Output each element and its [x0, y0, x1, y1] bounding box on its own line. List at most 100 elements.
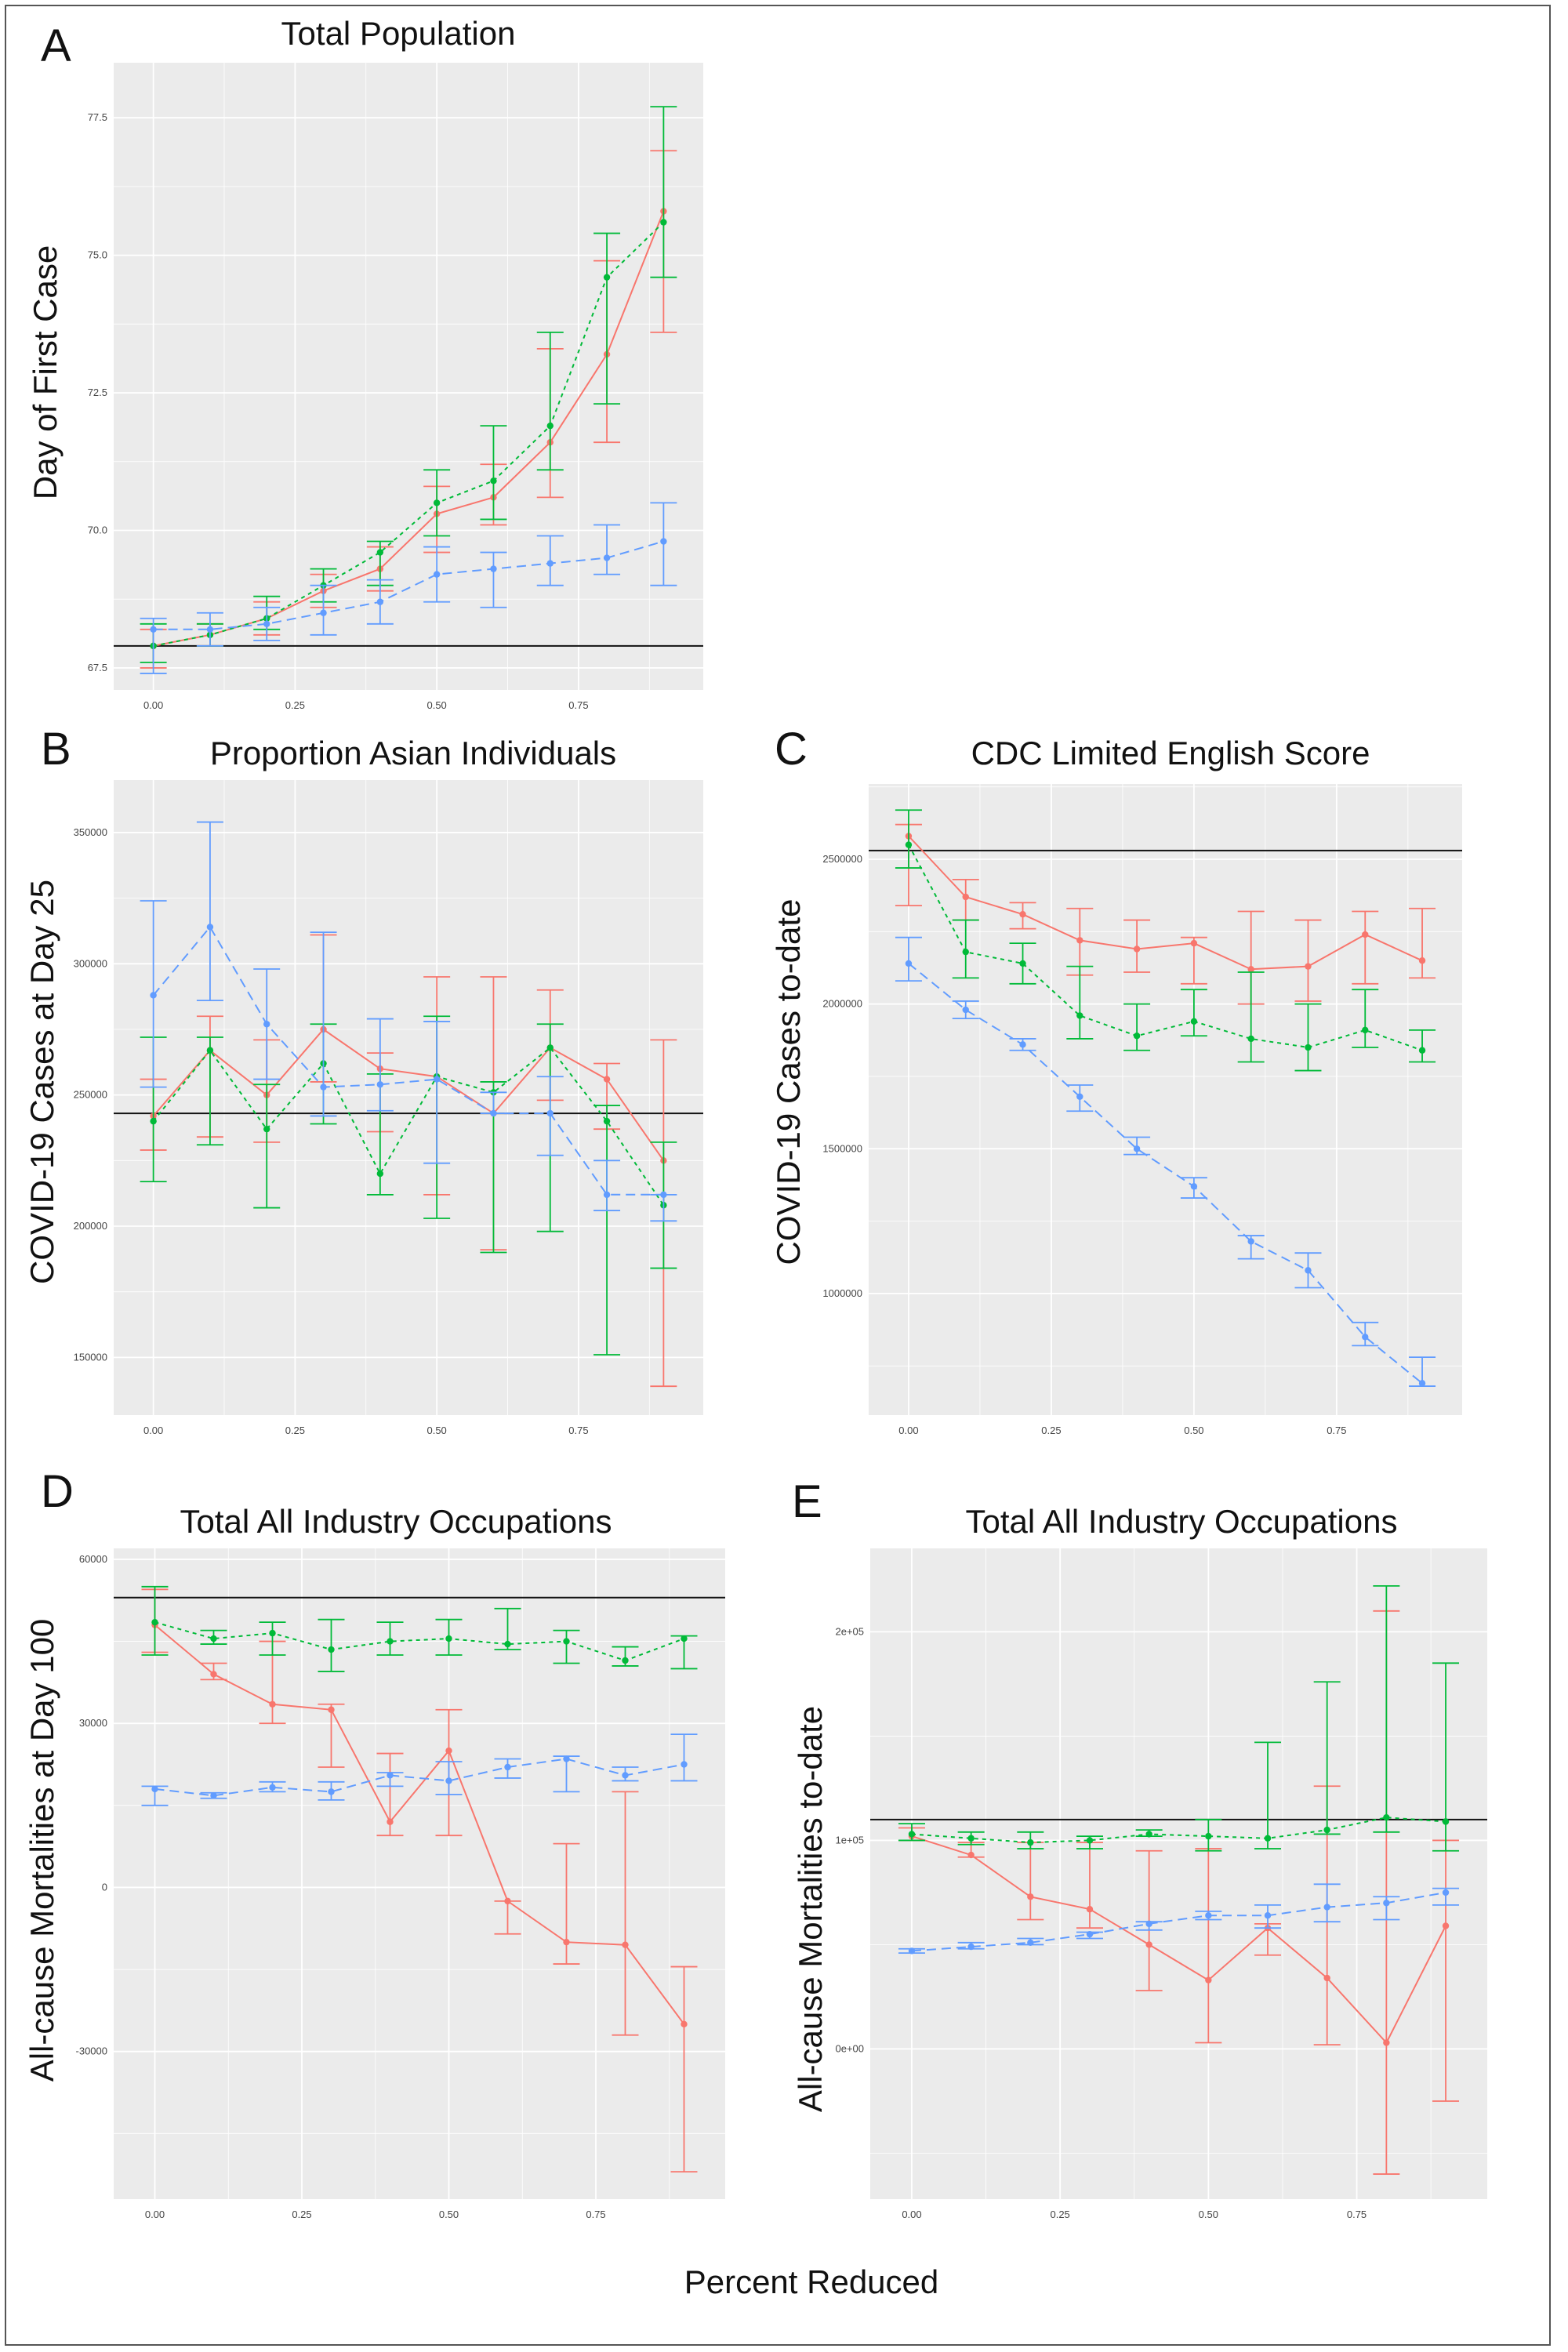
- panel-b-data-point: [206, 924, 214, 931]
- panel-b-data-point: [546, 1044, 554, 1051]
- panel-a-title: Total Population: [281, 15, 516, 52]
- panel-c-data-point: [1362, 1026, 1369, 1034]
- panel-e-data-point: [1145, 1920, 1152, 1928]
- panel-e-series-line: [911, 1817, 1446, 1844]
- panel-e-x-tick-label: 0.75: [1347, 2209, 1367, 2220]
- panel-d-y-tick-label: 0: [102, 1881, 107, 1893]
- panel-c-y-tick-label: 2500000: [822, 853, 862, 865]
- panel-e-series-line: [911, 1835, 1446, 2045]
- panel-b-data-point: [603, 1117, 611, 1125]
- panel-b-data-point: [150, 992, 157, 999]
- shared-x-axis-title: Percent Reduced: [684, 2263, 939, 2300]
- panel-b-data-point: [603, 1076, 611, 1083]
- panel-d-data-point: [210, 1635, 217, 1642]
- panel-e-data-point: [1264, 1835, 1272, 1842]
- panel-d-data-point: [445, 1777, 452, 1784]
- panel-a-data-point: [320, 609, 327, 616]
- panel-c-data-point: [1418, 957, 1426, 964]
- panel-c-data-point: [1019, 960, 1026, 967]
- panel-e-data-point: [908, 1947, 916, 1955]
- panel-d-data-point: [681, 1761, 688, 1768]
- panel-d-data-point: [681, 1635, 688, 1642]
- panel-e-y-tick-label: 0e+00: [835, 2042, 864, 2054]
- panel-c-series-line: [908, 844, 1423, 1051]
- panel-e-data-point: [1323, 1904, 1330, 1911]
- panel-e-series-line: [911, 1891, 1446, 1952]
- panel-c-data-point: [1247, 1238, 1254, 1245]
- panel-c-data-point: [905, 841, 913, 848]
- panel-c-series-line: [908, 963, 1423, 1385]
- panel-a-y-tick-label: 70.0: [88, 524, 107, 535]
- panel-c-data-point: [1305, 963, 1312, 970]
- panel-e-data-point: [1086, 1906, 1094, 1913]
- panel-d-data-point: [563, 1638, 570, 1645]
- panel-b-data-point: [603, 1191, 611, 1199]
- panel-d-data-point: [563, 1755, 570, 1762]
- panel-e-data-point: [1442, 1922, 1450, 1929]
- panel-c-data-point: [962, 948, 969, 956]
- panel-b-title: Proportion Asian Individuals: [210, 735, 616, 771]
- panel-a-y-tick-label: 67.5: [88, 662, 107, 673]
- panel-d-data-point: [387, 1818, 394, 1825]
- panel-b-series-line: [152, 925, 664, 1196]
- panel-d-data-point: [210, 1671, 217, 1678]
- panel-c-data-point: [1362, 931, 1369, 938]
- panel-b: B Proportion Asian Individuals COVID-19 …: [24, 724, 703, 1436]
- panel-c-series-3: [895, 936, 1436, 1387]
- panel-e-data-point: [1442, 1818, 1450, 1825]
- panel-a-x-tick-label: 0.00: [143, 699, 163, 711]
- panel-b-data-point: [206, 1047, 214, 1054]
- panel-c-data-point: [1305, 1044, 1312, 1051]
- panel-d-y-tick-label: 30000: [79, 1717, 107, 1729]
- panel-e-data-point: [1205, 1832, 1212, 1840]
- panel-d-letter: D: [41, 1466, 74, 1517]
- panel-d-data-point: [504, 1897, 511, 1905]
- panel-b-y-tick-label: 350000: [74, 826, 107, 838]
- panel-c-data-point: [1076, 937, 1083, 944]
- panel-c-y-tick-label: 1000000: [822, 1287, 862, 1299]
- panel-a-series-line: [153, 540, 664, 630]
- panel-e-data-point: [1383, 1900, 1390, 1907]
- panel-c: C CDC Limited English Score COVID-19 Cas…: [770, 724, 1462, 1436]
- panel-a-data-point: [490, 565, 497, 572]
- panel-e-y-title: All-cause Mortalities to-date: [792, 1706, 829, 2112]
- panel-e-data-point: [1323, 1974, 1330, 1982]
- panel-c-data-point: [1133, 946, 1141, 953]
- panel-b-y-tick-label: 300000: [74, 957, 107, 969]
- panel-d-x-tick-label: 0.75: [586, 2209, 605, 2220]
- panel-c-plot-background: [869, 784, 1462, 1415]
- panel-b-y-tick-label: 250000: [74, 1089, 107, 1101]
- panel-a-plot-background: [114, 63, 703, 690]
- panel-a-letter: A: [41, 20, 71, 71]
- panel-d-title: Total All Industry Occupations: [180, 1503, 612, 1540]
- panel-a-y-tick-label: 72.5: [88, 387, 107, 398]
- panel-c-x-tick-label: 0.50: [1184, 1425, 1203, 1436]
- panel-a-data-point: [376, 598, 384, 605]
- panel-c-data-point: [1190, 1183, 1198, 1190]
- panel-c-data-point: [1133, 1145, 1141, 1152]
- panel-c-data-point: [1362, 1334, 1369, 1341]
- panel-a-data-point: [603, 274, 611, 281]
- panel-d-series-line: [154, 1758, 684, 1797]
- panel-b-data-point: [660, 1191, 667, 1199]
- panel-e-y-tick-label: 1e+05: [835, 1834, 864, 1846]
- panel-a-data-point: [603, 554, 611, 561]
- panel-e-data-point: [1086, 1837, 1094, 1844]
- panel-e-x-tick-label: 0.25: [1050, 2209, 1069, 2220]
- panel-c-data-point: [962, 1006, 969, 1014]
- panel-d-plot-background: [114, 1548, 725, 2199]
- panel-a-data-point: [660, 219, 667, 226]
- panel-e-data-point: [1145, 1831, 1152, 1838]
- panel-c-series-line: [908, 835, 1423, 971]
- panel-d-data-point: [151, 1618, 158, 1626]
- panel-d-series-line: [154, 1621, 684, 1662]
- panel-d-x-tick-label: 0.50: [439, 2209, 459, 2220]
- panel-e-data-point: [1383, 1813, 1390, 1821]
- panel-a-plot: 0.00 0.25 0.50 0.75 67.5 70.0 72.5 75.0 77.5: [88, 63, 703, 711]
- panel-c-data-point: [1305, 1267, 1312, 1274]
- panel-b-data-point: [320, 1083, 327, 1091]
- panel-d-data-point: [269, 1784, 276, 1791]
- panel-a-data-point: [433, 571, 441, 578]
- panel-d-data-point: [328, 1646, 335, 1653]
- panel-a-data-point: [546, 560, 554, 567]
